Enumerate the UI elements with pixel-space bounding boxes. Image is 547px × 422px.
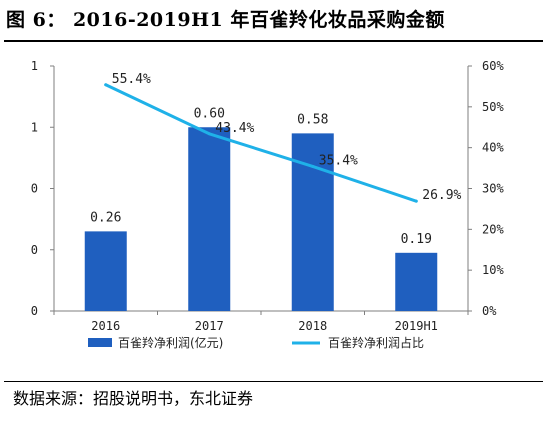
bar-value-label: 0.58 [297,112,328,127]
line-value-label: 55.4% [112,72,151,87]
bar-2017 [188,127,231,311]
line-point-2019H1 [414,199,418,203]
line-point-2016 [104,83,108,87]
source-rule [4,381,543,382]
line-point-2017 [207,132,211,136]
bar-series: 0.26 0.60 0.58 0.19 [84,106,438,311]
bar-value-label: 0.19 [401,232,432,247]
right-axis-tick-label: 20% [482,222,504,236]
line-value-label: 43.4% [215,121,254,136]
source-note: 数据来源：招股说明书，东北证券 [13,389,254,408]
left-axis-tick-label: 1 [31,120,38,134]
left-axis-tick-label: 0 [31,304,38,318]
legend-label-line: 百雀羚净利润占比 [328,335,424,350]
x-axis-tick-label: 2018 [298,319,327,333]
right-axis: 0% 10% 20% 30% 40% 50% 60% [467,59,504,318]
left-axis-tick-label: 1 [31,59,38,73]
bar-2019H1 [395,252,438,311]
share-line [104,83,418,203]
x-axis-tick-label: 2019H1 [395,319,438,333]
title-rule [4,40,543,42]
bar-value-label: 0.26 [90,210,121,225]
left-axis: 0 0 0 1 1 [31,59,55,318]
right-axis-tick-label: 50% [482,100,504,114]
line-value-label: 35.4% [319,153,358,168]
legend-label-bar: 百雀羚净利润(亿元) [118,335,223,350]
figure-title: 图 6： 2016-2019H1 年百雀羚化妆品采购金额 [6,9,445,31]
left-axis-tick-label: 0 [31,243,38,257]
line-value-label: 26.9% [422,188,461,203]
right-axis-tick-label: 10% [482,263,504,277]
x-axis-tick-label: 2016 [91,319,120,333]
legend: 百雀羚净利润(亿元) 百雀羚净利润占比 [88,335,424,350]
left-axis-tick-label: 0 [31,182,38,196]
right-axis-tick-label: 0% [482,304,497,318]
legend-swatch-bar [88,338,112,347]
right-axis-tick-label: 60% [482,59,504,73]
line-series: 55.4% 43.4% 35.4% 26.9% [104,72,462,203]
right-axis-tick-label: 40% [482,141,504,155]
bar-value-label: 0.60 [194,106,225,121]
x-axis: 2016 2017 2018 2019H1 [53,310,469,333]
x-axis-tick-label: 2017 [195,319,224,333]
bar-2016 [84,231,127,311]
line-point-2018 [311,164,315,168]
right-axis-tick-label: 30% [482,182,504,196]
